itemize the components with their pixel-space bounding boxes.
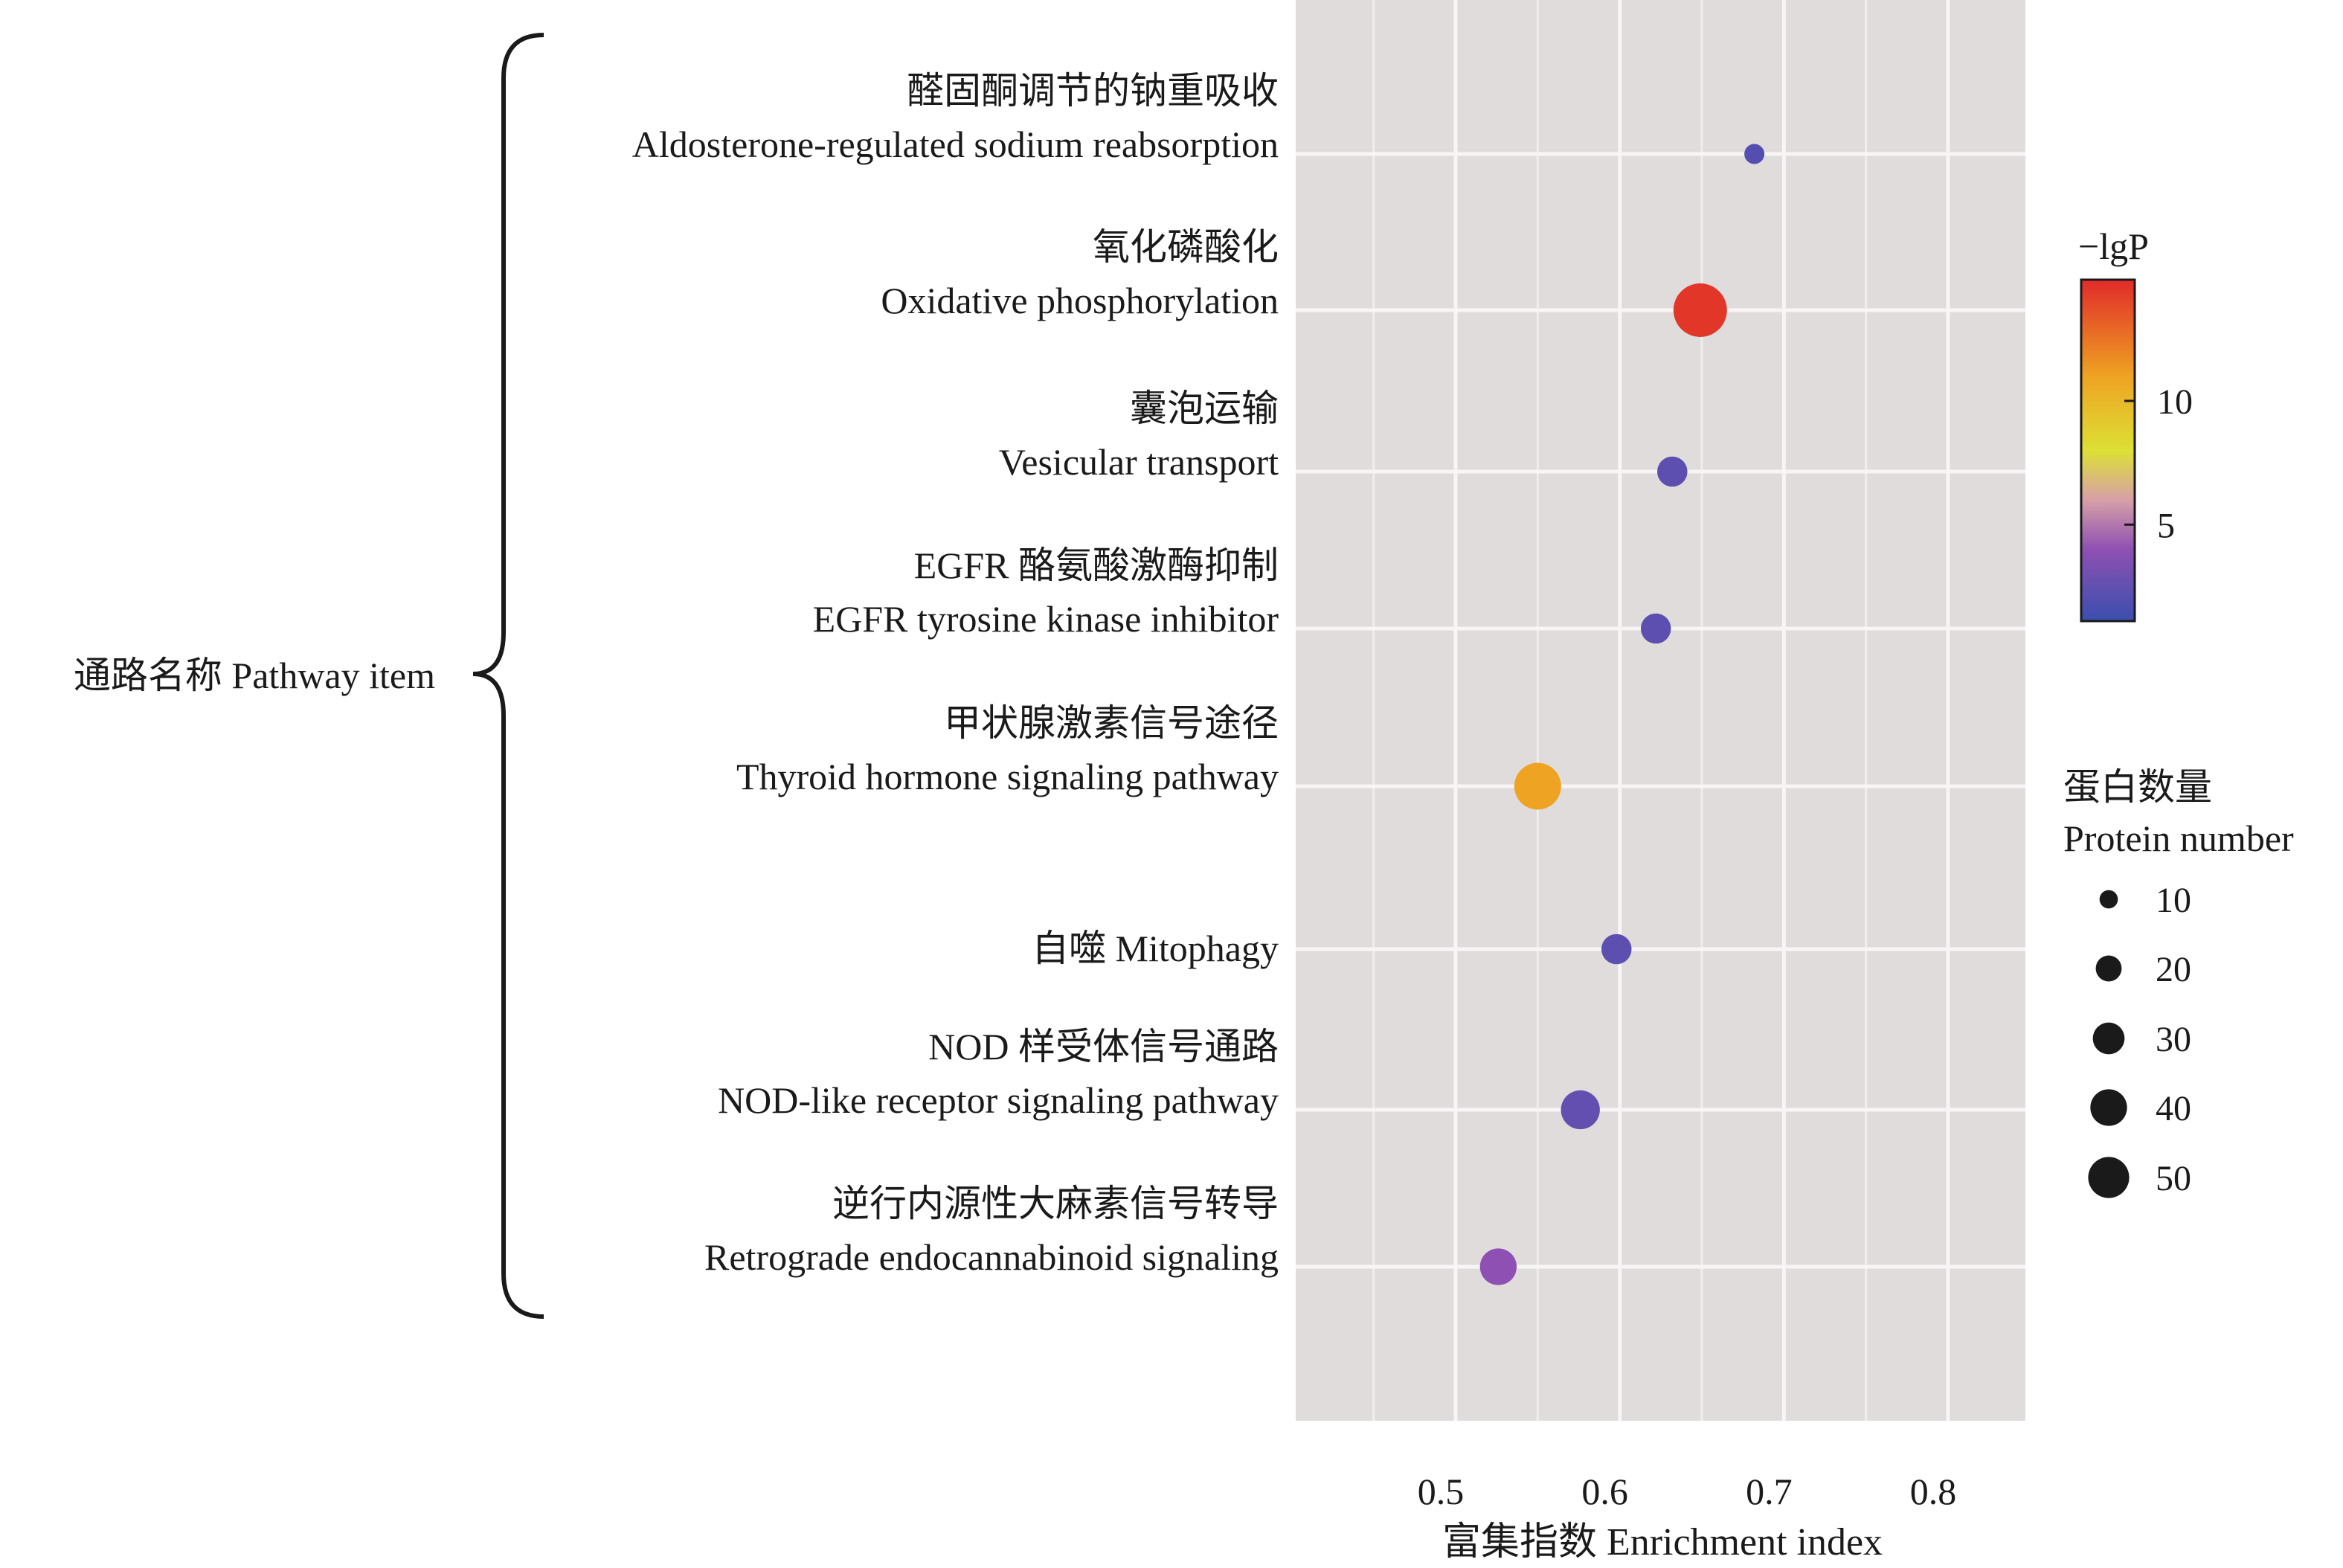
category-label-zh: 囊泡运输 bbox=[1130, 388, 1279, 429]
x-tick-label: 0.6 bbox=[1581, 1471, 1628, 1512]
size-legend-label: 20 bbox=[2156, 950, 2191, 989]
data-point bbox=[1601, 934, 1632, 965]
data-point bbox=[1744, 144, 1765, 164]
color-bar-tick-label: 5 bbox=[2157, 506, 2175, 545]
category-label-en: Oxidative phosphorylation bbox=[881, 280, 1279, 321]
color-bar-tick-label: 10 bbox=[2157, 382, 2193, 422]
category-label-en: NOD-like receptor signaling pathway bbox=[718, 1079, 1279, 1121]
category-label-zh: 醛固酮调节的钠重吸收 bbox=[907, 70, 1279, 112]
color-bar bbox=[2080, 278, 2136, 623]
size-legend-dot bbox=[2088, 1157, 2130, 1198]
category-brace bbox=[472, 33, 544, 1319]
data-point bbox=[1657, 456, 1688, 487]
size-legend-label: 30 bbox=[2156, 1020, 2191, 1059]
data-point bbox=[1479, 1248, 1517, 1285]
category-label-en: EGFR tyrosine kinase inhibitor bbox=[813, 598, 1279, 640]
size-legend-title-en: Protein number bbox=[2063, 817, 2294, 859]
size-legend-label: 10 bbox=[2156, 881, 2191, 920]
size-legend-title-zh: 蛋白数量 bbox=[2063, 766, 2212, 808]
size-legend-dot bbox=[2099, 890, 2118, 909]
category-label-en: Vesicular transport bbox=[999, 441, 1279, 483]
size-legend-dot bbox=[2090, 1089, 2127, 1126]
x-tick-label: 0.5 bbox=[1418, 1471, 1465, 1512]
color-legend-title: −lgP bbox=[2078, 225, 2149, 267]
x-tick-label: 0.7 bbox=[1746, 1471, 1793, 1512]
x-tick-label: 0.8 bbox=[1910, 1471, 1957, 1512]
plot-panel bbox=[1296, 0, 2025, 1421]
category-label-zh: 甲状腺激素信号途径 bbox=[944, 702, 1279, 744]
data-point bbox=[1514, 762, 1561, 810]
data-point bbox=[1673, 283, 1727, 337]
data-point bbox=[1640, 613, 1671, 644]
category-label-zh: 逆行内源性大麻素信号转导 bbox=[832, 1183, 1279, 1224]
y-axis-title: 通路名称 Pathway item bbox=[74, 655, 435, 696]
category-label-en: Aldosterone-regulated sodium reabsorptio… bbox=[632, 123, 1279, 165]
size-legend-label: 50 bbox=[2156, 1159, 2191, 1198]
x-axis-title: 富集指数 Enrichment index bbox=[1442, 1521, 1883, 1564]
category-label-en: 自噬 Mitophagy bbox=[1032, 928, 1279, 969]
category-label-zh: NOD 样受体信号通路 bbox=[928, 1026, 1279, 1067]
data-point bbox=[1561, 1090, 1600, 1130]
category-label-en: Retrograde endocannabinoid signaling bbox=[704, 1236, 1279, 1278]
category-label-en: Thyroid hormone signaling pathway bbox=[736, 756, 1279, 797]
size-legend-dot bbox=[2095, 955, 2122, 982]
size-legend-dot bbox=[2092, 1022, 2125, 1055]
size-legend-label: 40 bbox=[2156, 1089, 2191, 1128]
category-label-zh: EGFR 酪氨酸激酶抑制 bbox=[914, 544, 1279, 586]
category-label-zh: 氧化磷酸化 bbox=[1093, 226, 1279, 268]
